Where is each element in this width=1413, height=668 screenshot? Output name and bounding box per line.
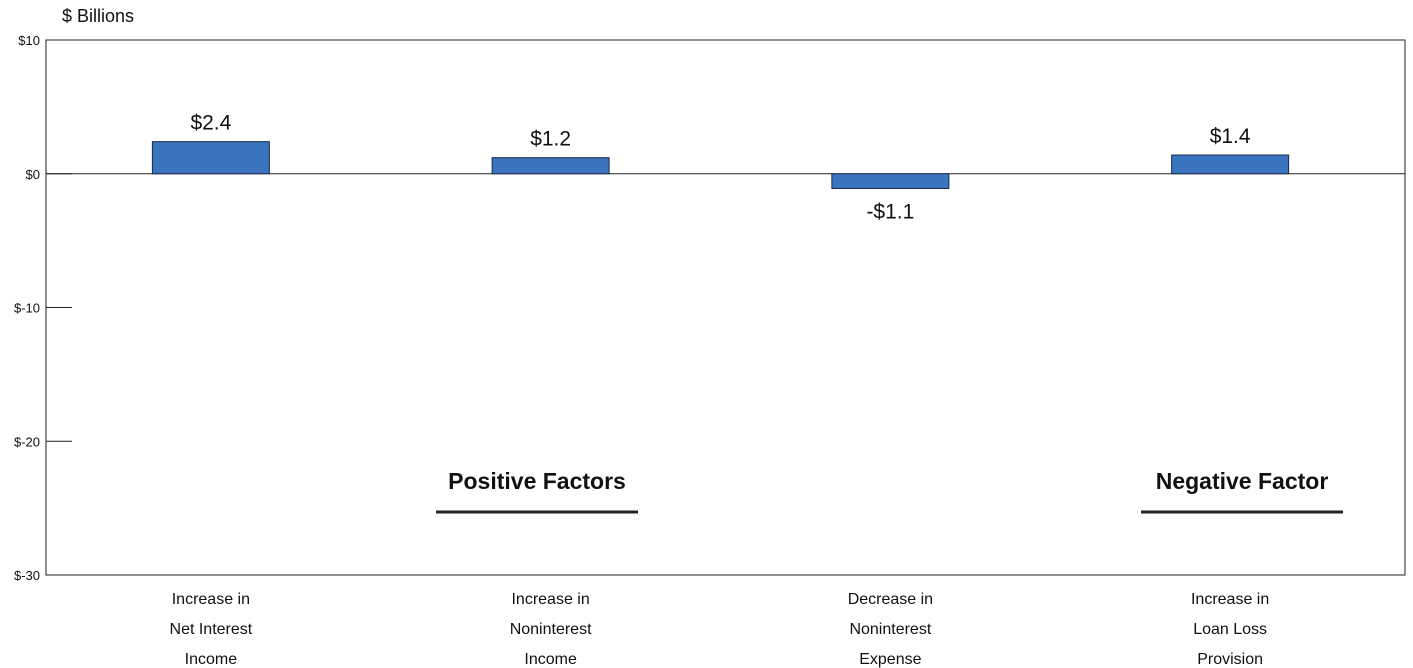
category-label: Income [185,651,238,668]
y-tick-label: $10 [18,33,40,48]
data-labels: $2.4 $1.2 -$1.1 $1.4 [190,112,1250,224]
category-label: Loan Loss [1193,621,1267,638]
bar [151,141,270,175]
y-axis: $10 $0 $-10 $-20 $-30 [14,33,72,583]
category-label: Increase in [1191,591,1269,608]
category-label: Provision [1197,651,1263,668]
y-tick-label: $-30 [14,568,40,583]
category-label: Noninterest [849,621,931,638]
y-tick-label: $-10 [14,301,40,316]
data-label: $1.2 [530,128,571,151]
bar [831,173,950,189]
data-label: $2.4 [190,112,231,135]
data-label: $1.4 [1210,125,1251,148]
category-labels: Increase in Net Interest Income Increase in… [170,591,1270,668]
category-label: Net Interest [170,621,253,638]
plot-area [45,39,1406,576]
category-label: Decrease in [848,591,933,608]
category-label: Increase in [172,591,250,608]
category-label: Expense [859,651,921,668]
y-tick-label: $0 [26,167,40,182]
data-label: -$1.1 [866,200,914,223]
bar-series [151,141,1290,189]
bar [491,157,610,175]
y-axis-title: $ Billions [62,6,134,26]
group-label: Positive Factors [448,468,626,494]
category-label: Noninterest [510,621,592,638]
bar [1171,154,1290,175]
group-annotations: Positive Factors Negative Factor [436,468,1343,514]
group-label: Negative Factor [1156,468,1329,494]
y-tick-label: $-20 [14,434,40,449]
category-label: Income [524,651,577,668]
category-label: Increase in [511,591,589,608]
